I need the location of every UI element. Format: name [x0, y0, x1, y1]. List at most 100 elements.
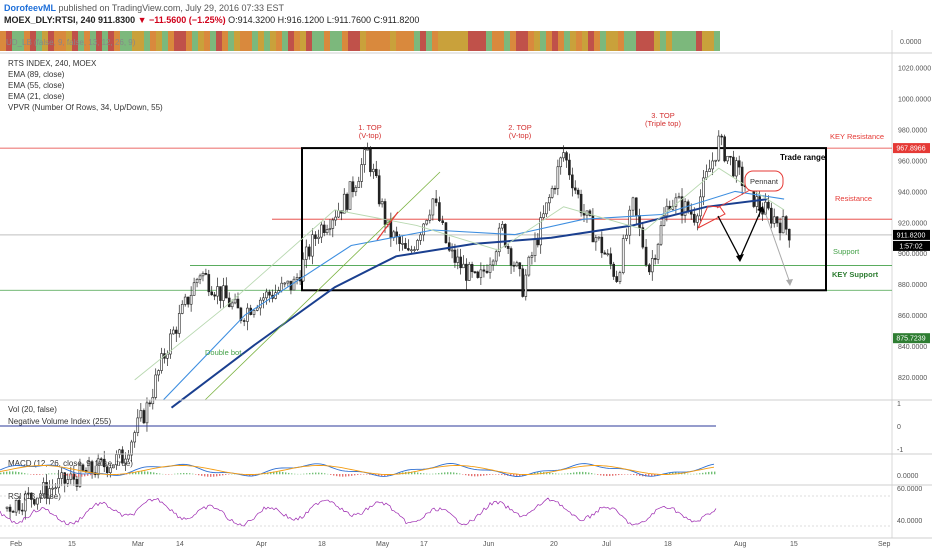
trade-range-box[interactable] [301, 147, 827, 292]
ud-lb-strip [0, 31, 720, 51]
candle-body [723, 136, 726, 162]
nvi-axis-top: 1 [897, 401, 901, 408]
nvi-legend: Negative Volume Index (255) [8, 417, 112, 426]
strip-cell [408, 31, 414, 51]
candle-body [591, 215, 595, 243]
candle-body [485, 270, 489, 273]
author-link[interactable]: DorofeevML [4, 3, 57, 13]
time-tick-label: 18 [318, 541, 326, 548]
strip-cell [138, 31, 144, 51]
candle-body [689, 211, 693, 215]
candle-body [459, 256, 462, 269]
candle-body [547, 197, 551, 204]
time-axis: Feb 15 Mar 14 Apr 18 May 17 Jun 20 Jul 18 Aug 15 Sep [10, 541, 891, 548]
projection-arrowhead-down [736, 254, 744, 262]
macd-histogram-bar [132, 472, 134, 475]
strip-cell [294, 31, 300, 51]
macd-histogram-bar [576, 472, 578, 475]
pennant-callout[interactable] [744, 170, 784, 192]
macd-histogram-bar [381, 474, 383, 476]
strip-cell [324, 31, 330, 51]
strip-cell [558, 31, 564, 51]
pennant-shape[interactable] [697, 205, 726, 229]
strip-cell [240, 31, 246, 51]
macd-histogram-bar [18, 472, 20, 475]
pennant-label: Pennant [750, 177, 779, 186]
macd-histogram-bar [696, 473, 698, 475]
candle-body [322, 224, 326, 233]
candle-body [470, 264, 474, 273]
price-tick-label: 1020.0000 [898, 66, 931, 73]
macd-histogram-bar [609, 474, 611, 476]
support-label: Support [833, 247, 860, 256]
candle-body [377, 175, 381, 205]
nvi-axis-mid: 0 [897, 424, 901, 431]
macd-histogram-bar [564, 473, 566, 475]
candle-body [618, 272, 622, 282]
strip-cell [330, 31, 336, 51]
strip-cell [216, 31, 222, 51]
macd-histogram-bar [465, 474, 467, 476]
candle-body [509, 248, 513, 266]
strip-label: UD_LB (false, 9, false, 13, 12, 26, 9) [6, 38, 136, 47]
strip-cell [624, 31, 630, 51]
candle-body [11, 511, 15, 513]
top1-sub: (V-top) [359, 131, 382, 140]
ema-line-55 [162, 190, 785, 401]
symbol-name[interactable]: MOEX_DLY:RTSI, 240 [4, 15, 96, 25]
macd-histogram-bar [435, 473, 437, 475]
candle-body [374, 168, 378, 177]
candle-body [265, 291, 268, 299]
candle-body [425, 220, 429, 225]
strip-cell [492, 31, 498, 51]
strip-cell [426, 31, 432, 51]
strip-cell [588, 31, 594, 51]
strip-cell [420, 31, 426, 51]
candle-body [476, 271, 480, 278]
legend-ema89: EMA (89, close) [8, 70, 65, 79]
macd-histogram-bar [273, 471, 275, 475]
candle-body [105, 466, 109, 473]
macd-histogram-bar [456, 472, 458, 475]
candle-body [213, 294, 216, 297]
macd-histogram-bar [639, 474, 641, 476]
macd-histogram-bar [648, 474, 650, 477]
strip-cell [198, 31, 204, 51]
last-price-badge-text: 911.8200 [897, 232, 926, 239]
strip-cell [126, 31, 132, 51]
macd-histogram-bar [219, 474, 221, 476]
candle-body [562, 152, 565, 159]
strip-cell [540, 31, 546, 51]
candle-body [413, 249, 416, 251]
strip-cell [702, 31, 708, 51]
macd-histogram-bar [204, 474, 206, 477]
macd-histogram-bar [492, 474, 494, 475]
candle-body [180, 304, 184, 314]
macd-histogram-bar [585, 472, 587, 475]
strip-cell [384, 31, 390, 51]
strip-cell [24, 31, 30, 51]
macd-histogram-bar [63, 474, 65, 475]
candle-body [311, 234, 314, 257]
uptrend-line[interactable] [204, 171, 441, 401]
candle-body [631, 197, 635, 211]
strip-cell [498, 31, 504, 51]
ema-line-21 [134, 167, 785, 381]
macd-histogram-bar [675, 472, 677, 475]
candle-body [26, 492, 30, 495]
candle-body [328, 228, 332, 230]
candle-body [778, 222, 782, 234]
macd-histogram-bar [285, 472, 287, 475]
candle-body [410, 249, 413, 252]
candle-body [628, 209, 632, 236]
candle-body [148, 402, 152, 405]
candle-body [334, 216, 337, 221]
candle-body [434, 198, 438, 203]
legend-main: RTS INDEX, 240, MOEX [8, 59, 97, 68]
macd-histogram-bar [417, 472, 419, 475]
macd-histogram-bar [90, 474, 92, 476]
candle-body [407, 248, 410, 251]
candle-body [314, 234, 317, 239]
time-tick-label: Mar [132, 541, 145, 548]
